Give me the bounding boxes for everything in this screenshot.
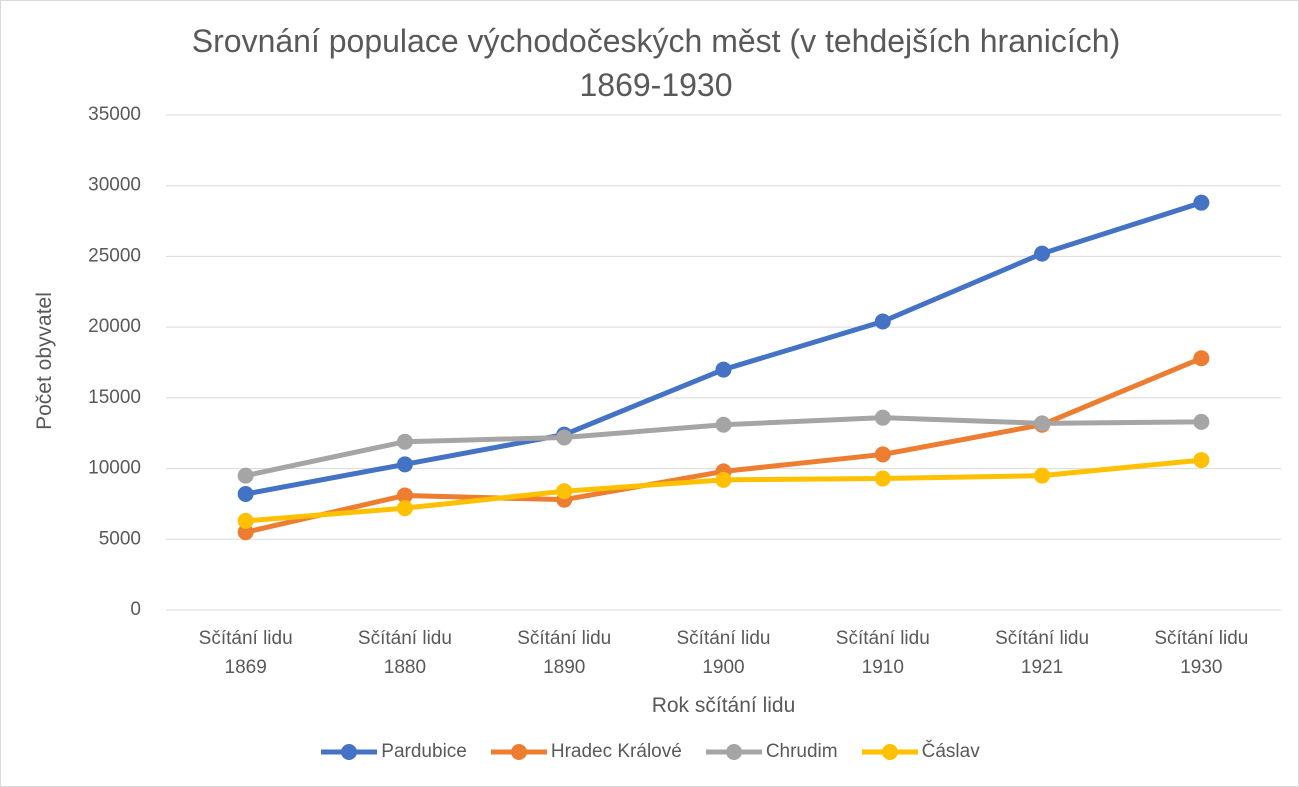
- x-tick-label: Sčítání lidu 1900: [676, 628, 771, 678]
- y-tick-label: 30000: [88, 175, 141, 196]
- legend-marker: [321, 744, 378, 760]
- legend-dot: [881, 744, 898, 760]
- point: [1034, 245, 1051, 262]
- point: [1034, 467, 1051, 484]
- y-tick-label: 20000: [88, 316, 141, 337]
- point: [874, 313, 891, 330]
- x-tick-label: Sčítání lidu 1880: [357, 628, 452, 678]
- x-tick-label: Sčítání lidu 1890: [517, 628, 612, 678]
- chart-title: Srovnání populace východočeských měst (v…: [191, 23, 1121, 103]
- point: [874, 446, 891, 463]
- legend-dot: [510, 744, 527, 760]
- y-tick-label: 35000: [88, 104, 141, 125]
- y-axis-label: Počet obyvatel: [33, 292, 56, 430]
- legend-label: Čáslav: [921, 741, 980, 762]
- point: [396, 456, 413, 473]
- x-tick-label: Sčítání lidu 1910: [835, 628, 930, 678]
- legend-marker: [490, 744, 547, 760]
- point: [874, 470, 891, 487]
- legend-dot: [725, 744, 742, 760]
- legend-marker: [861, 744, 918, 760]
- point: [1193, 452, 1210, 469]
- y-tick-label: 0: [130, 599, 141, 620]
- point: [1193, 194, 1210, 211]
- point: [237, 512, 254, 529]
- point: [1034, 415, 1051, 432]
- y-tick-label: 5000: [99, 528, 141, 549]
- point: [556, 483, 573, 500]
- point: [396, 433, 413, 450]
- y-tick-label: 25000: [88, 245, 141, 266]
- legend-marker: [705, 744, 762, 760]
- point: [396, 487, 413, 504]
- legend-label: Pardubice: [381, 741, 467, 762]
- x-tick-label: Sčítání lidu 1921: [995, 628, 1090, 678]
- point: [715, 416, 732, 433]
- legend-item: Pardubice: [321, 741, 467, 763]
- point: [237, 467, 254, 484]
- legend-item: Hradec Králové: [490, 741, 682, 763]
- series-line: [245, 200, 1203, 497]
- legend-label: Hradec Králové: [550, 741, 682, 762]
- x-tick-label: Sčítání lidu 1930: [1154, 628, 1249, 678]
- legend: Pardubice Hradec Králové Chrudim Čáslav: [1, 741, 1298, 763]
- y-tick-label: 15000: [88, 387, 141, 408]
- legend-item: Chrudim: [705, 741, 838, 763]
- x-axis-label: Rok sčítání lidu: [651, 694, 796, 717]
- point: [1193, 413, 1210, 430]
- point: [715, 361, 732, 378]
- point: [396, 500, 413, 517]
- point: [874, 409, 891, 426]
- legend-label: Chrudim: [765, 741, 838, 762]
- x-tick-label: Sčítání lidu 1869: [198, 628, 293, 678]
- point: [1193, 350, 1210, 367]
- y-tick-label: 10000: [88, 458, 141, 479]
- legend-dot: [341, 744, 358, 760]
- point: [237, 524, 254, 541]
- point: [556, 429, 573, 446]
- point: [237, 486, 254, 503]
- legend-item: Čáslav: [861, 741, 980, 763]
- point: [715, 471, 732, 488]
